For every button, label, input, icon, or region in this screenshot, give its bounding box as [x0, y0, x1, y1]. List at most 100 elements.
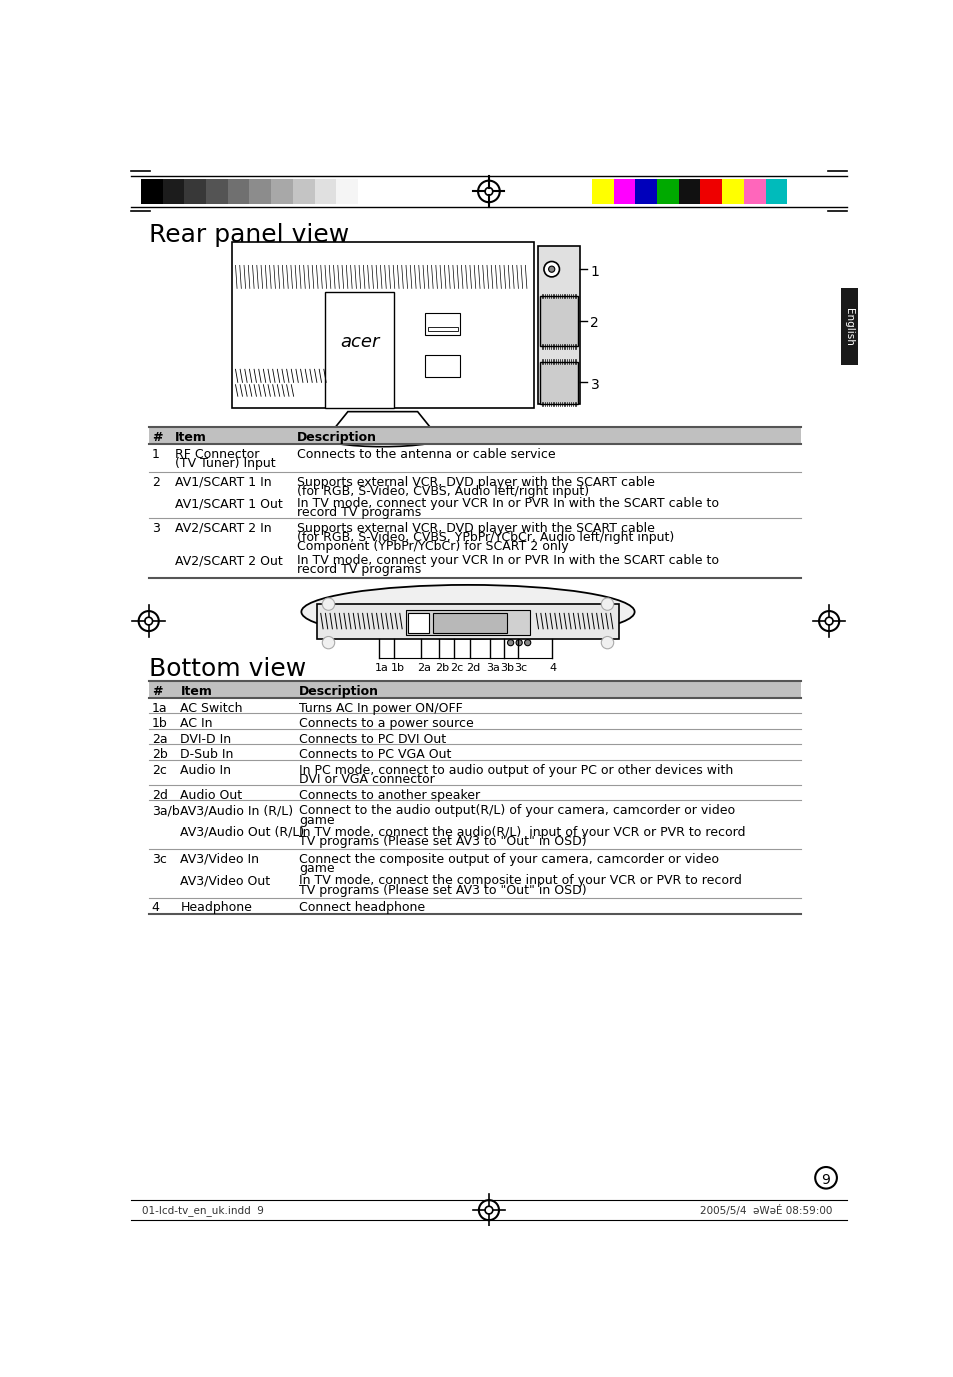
Text: Headphone: Headphone — [180, 902, 253, 914]
Text: Connect to the audio output(R/L) of your camera, camcorder or video: Connect to the audio output(R/L) of your… — [298, 804, 735, 818]
Text: Supports external VCR, DVD player with the SCART cable: Supports external VCR, DVD player with t… — [296, 475, 654, 489]
Text: DVI-D In: DVI-D In — [180, 733, 232, 746]
Text: game: game — [298, 814, 335, 826]
Circle shape — [322, 598, 335, 610]
Text: Description: Description — [296, 431, 376, 443]
Bar — [141, 179, 162, 204]
Text: 2b: 2b — [435, 664, 448, 673]
Text: Description: Description — [298, 684, 378, 698]
Text: 2c: 2c — [450, 664, 463, 673]
Bar — [335, 179, 357, 204]
Bar — [249, 179, 271, 204]
Text: Connect the composite output of your camera, camcorder or video: Connect the composite output of your cam… — [298, 852, 719, 866]
Bar — [271, 179, 293, 204]
Text: Item: Item — [174, 431, 207, 443]
Text: AV3/Video Out: AV3/Video Out — [180, 874, 271, 887]
Text: Item: Item — [180, 684, 213, 698]
Text: 2: 2 — [152, 475, 159, 489]
Bar — [406, 610, 530, 635]
Text: Connects to another speaker: Connects to another speaker — [298, 789, 479, 801]
Ellipse shape — [301, 585, 634, 639]
Text: In TV mode, connect your VCR In or PVR In with the SCART cable to: In TV mode, connect your VCR In or PVR I… — [296, 554, 718, 567]
Text: RF Connector: RF Connector — [174, 448, 259, 461]
Text: Connects to a power source: Connects to a power source — [298, 717, 474, 730]
Text: 4: 4 — [152, 902, 159, 914]
Bar — [613, 179, 635, 204]
Bar — [316, 605, 618, 639]
Bar — [743, 179, 765, 204]
Bar — [425, 313, 459, 335]
Text: Audio Out: Audio Out — [180, 789, 242, 801]
Bar — [425, 355, 459, 377]
Text: (TV Tuner) Input: (TV Tuner) Input — [174, 457, 275, 470]
Text: Audio In: Audio In — [180, 763, 232, 777]
Text: AV1/SCART 1 In: AV1/SCART 1 In — [174, 475, 272, 489]
Text: 2d: 2d — [152, 789, 168, 801]
Bar — [324, 292, 394, 408]
Bar — [635, 179, 657, 204]
Text: 4: 4 — [549, 664, 557, 673]
Text: acer: acer — [339, 333, 378, 351]
Bar — [228, 179, 249, 204]
Text: In TV mode, connect the audio(R/L)  input of your VCR or PVR to record: In TV mode, connect the audio(R/L) input… — [298, 826, 744, 839]
Circle shape — [322, 636, 335, 649]
Text: AV2/SCART 2 Out: AV2/SCART 2 Out — [174, 554, 282, 567]
Bar — [592, 179, 613, 204]
Text: English: English — [843, 308, 853, 346]
Circle shape — [524, 639, 530, 646]
Text: AV3/Audio Out (R/L): AV3/Audio Out (R/L) — [180, 826, 304, 839]
Text: 3a/b: 3a/b — [152, 804, 179, 818]
Text: 2a: 2a — [417, 664, 431, 673]
Bar — [427, 326, 457, 330]
Text: 3a: 3a — [485, 664, 499, 673]
Bar — [162, 179, 184, 204]
Text: (for RGB, S-Video, CVBS, Audio left/right input): (for RGB, S-Video, CVBS, Audio left/righ… — [296, 485, 588, 498]
Text: Rear panel view: Rear panel view — [149, 223, 349, 246]
Circle shape — [507, 639, 513, 646]
Text: In TV mode, connect the composite input of your VCR or PVR to record: In TV mode, connect the composite input … — [298, 874, 741, 887]
Text: game: game — [298, 862, 335, 876]
Text: 3: 3 — [152, 522, 159, 534]
Bar — [679, 179, 700, 204]
Text: #: # — [152, 431, 162, 443]
Bar — [407, 613, 429, 633]
Text: TV programs (Please set AV3 to "Out" in OSD): TV programs (Please set AV3 to "Out" in … — [298, 884, 586, 896]
Text: AC In: AC In — [180, 717, 213, 730]
Bar — [314, 179, 335, 204]
Text: 3: 3 — [590, 377, 598, 392]
Text: AV2/SCART 2 In: AV2/SCART 2 In — [174, 522, 272, 534]
Text: 1: 1 — [590, 264, 598, 278]
Text: 2d: 2d — [465, 664, 479, 673]
Text: D-Sub In: D-Sub In — [180, 748, 233, 761]
Text: 3b: 3b — [499, 664, 514, 673]
Text: 9: 9 — [821, 1173, 830, 1187]
Text: 1b: 1b — [152, 717, 168, 730]
Text: record TV programs: record TV programs — [296, 507, 420, 519]
Circle shape — [548, 266, 555, 273]
Text: #: # — [152, 684, 162, 698]
Text: AV3/Video In: AV3/Video In — [180, 852, 259, 866]
Text: 2c: 2c — [152, 763, 167, 777]
Text: 2a: 2a — [152, 733, 167, 746]
Bar — [149, 427, 801, 443]
Text: 01-lcd-tv_en_uk.indd  9: 01-lcd-tv_en_uk.indd 9 — [142, 1205, 264, 1216]
Text: 2b: 2b — [152, 748, 168, 761]
Circle shape — [600, 598, 613, 610]
Polygon shape — [332, 412, 433, 431]
Bar — [765, 179, 786, 204]
Text: 1a: 1a — [152, 702, 167, 715]
Text: record TV programs: record TV programs — [296, 563, 420, 577]
Bar — [293, 179, 314, 204]
Text: 2005/5/4  əWəÉ 08:59:00: 2005/5/4 əWəÉ 08:59:00 — [700, 1205, 831, 1216]
Ellipse shape — [320, 427, 444, 446]
Text: Connects to the antenna or cable service: Connects to the antenna or cable service — [296, 448, 555, 461]
Text: 1: 1 — [152, 448, 159, 461]
Text: 2: 2 — [590, 317, 598, 330]
Text: Supports external VCR, DVD player with the SCART cable: Supports external VCR, DVD player with t… — [296, 522, 654, 534]
Circle shape — [516, 639, 521, 646]
Bar — [433, 613, 506, 633]
Bar — [232, 242, 534, 408]
Bar — [721, 179, 743, 204]
Text: AV3/Audio In (R/L): AV3/Audio In (R/L) — [180, 804, 294, 818]
Text: TV programs (Please set AV3 to "Out" in OSD): TV programs (Please set AV3 to "Out" in … — [298, 834, 586, 848]
